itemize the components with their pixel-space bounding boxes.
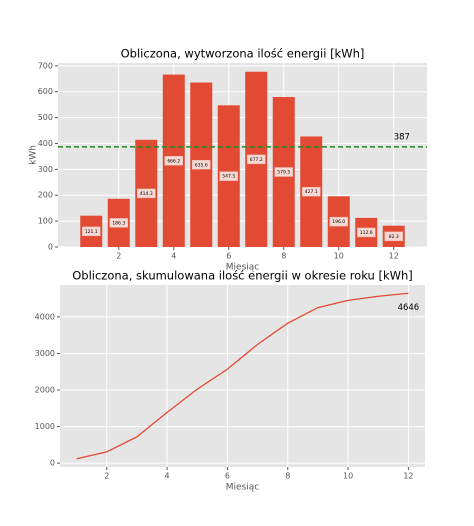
y-tick-label: 0: [48, 243, 53, 252]
x-tick-label: 6: [225, 472, 230, 481]
end-label: 4646: [398, 303, 420, 313]
chart-title: Obliczona, skumulowana ilość energii w o…: [72, 269, 413, 283]
y-tick-label: 4000: [35, 312, 55, 321]
x-tick-label: 4: [171, 252, 176, 261]
value-label: 82.3: [389, 234, 399, 240]
y-tick-label: 1000: [35, 422, 55, 431]
value-label-box: [109, 218, 129, 228]
value-label-box: [356, 227, 376, 238]
x-tick-label: 2: [104, 472, 109, 481]
y-tick-label: 600: [38, 87, 53, 96]
value-label: 677.2: [250, 157, 263, 163]
y-axis-label: kWh: [29, 145, 39, 165]
y-tick-label: 2000: [35, 386, 55, 395]
x-axis-label: Miesiąc: [226, 483, 260, 493]
mean-label: 387: [394, 132, 410, 142]
value-label: 196.0: [332, 219, 345, 225]
value-label: 547.5: [222, 174, 235, 180]
line: [76, 292, 409, 460]
y-tick-label: 400: [38, 139, 53, 148]
y-tick-label: 300: [38, 165, 53, 174]
plot-area: [60, 285, 425, 467]
value-label-box: [301, 186, 321, 197]
value-label-box: [246, 154, 266, 165]
x-axis-label: Miesiąc: [226, 263, 260, 273]
x-tick-label: 12: [389, 252, 399, 261]
y-tick-label: 700: [38, 61, 53, 70]
value-label-box: [137, 188, 156, 199]
chart-title: Obliczona, wytworzona ilość energii [kWh…: [121, 47, 365, 61]
x-tick-label: 4: [165, 472, 170, 481]
x-tick-label: 10: [343, 472, 353, 481]
value-label-box: [329, 216, 348, 227]
x-tick-label: 10: [334, 252, 344, 261]
y-tick-label: 100: [38, 217, 53, 226]
y-tick-label: 200: [38, 191, 53, 200]
value-label-box: [384, 231, 403, 242]
value-label-box: [164, 156, 184, 166]
x-tick-label: 8: [281, 252, 286, 261]
x-tick-label: 2: [116, 252, 121, 261]
value-label: 666.2: [167, 158, 180, 164]
y-tick-label: 3000: [35, 349, 55, 358]
y-tick-label: 0: [50, 459, 55, 468]
x-tick-label: 12: [403, 472, 413, 481]
value-label-box: [219, 171, 239, 181]
value-label-box: [274, 167, 293, 177]
value-label: 112.6: [360, 230, 373, 236]
value-label-box: [82, 226, 101, 237]
y-tick-label: 500: [38, 113, 53, 122]
value-label: 414.3: [140, 191, 153, 197]
value-label: 121.1: [85, 229, 98, 235]
x-tick-label: 6: [226, 252, 231, 261]
value-label-box: [192, 160, 211, 170]
value-label: 635.6: [195, 162, 208, 168]
value-label: 579.5: [277, 170, 290, 176]
value-label: 186.3: [112, 220, 125, 226]
x-tick-label: 8: [285, 472, 290, 481]
value-label: 427.1: [305, 189, 318, 195]
